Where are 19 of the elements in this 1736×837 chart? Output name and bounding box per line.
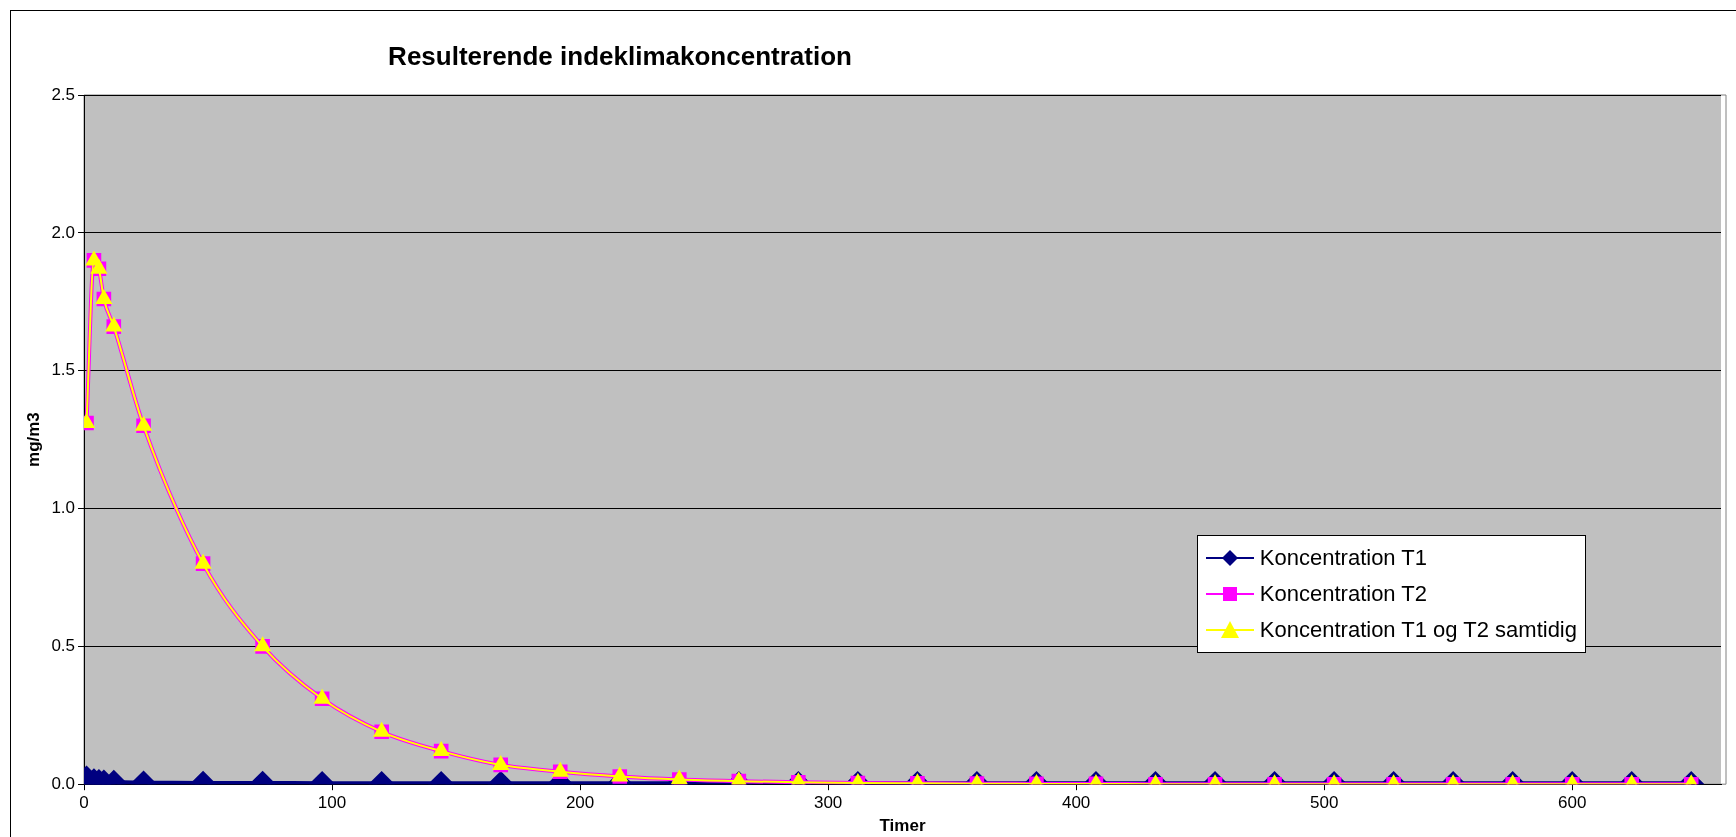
y-tick-label: 1.5 [51, 360, 76, 380]
x-tick-label: 100 [317, 793, 347, 813]
x-tick-label: 300 [813, 793, 843, 813]
x-tick-label: 600 [1558, 793, 1587, 813]
legend-label: Koncentration T2 [1259, 580, 1427, 608]
x-axis-title: Timer [879, 816, 926, 836]
y-tick-label: 0.0 [51, 773, 76, 793]
x-tick-label: 400 [1061, 793, 1091, 813]
legend-label: Koncentration T1 og T2 samtidig [1259, 616, 1577, 644]
chart-title: Resulterende indeklimakoncentration [388, 41, 852, 72]
legend-label: Koncentration T1 [1259, 544, 1427, 572]
x-tick-label: 0 [79, 793, 89, 813]
y-axis-title: mg/m3 [23, 412, 43, 467]
x-tick-label: 200 [565, 793, 595, 813]
x-tick-label: 500 [1309, 793, 1339, 813]
y-tick-label: 2.5 [51, 84, 76, 104]
y-tick-label: 0.5 [51, 636, 76, 656]
y-tick-label: 1.0 [51, 498, 76, 518]
y-tick-label: 2.0 [51, 222, 76, 242]
